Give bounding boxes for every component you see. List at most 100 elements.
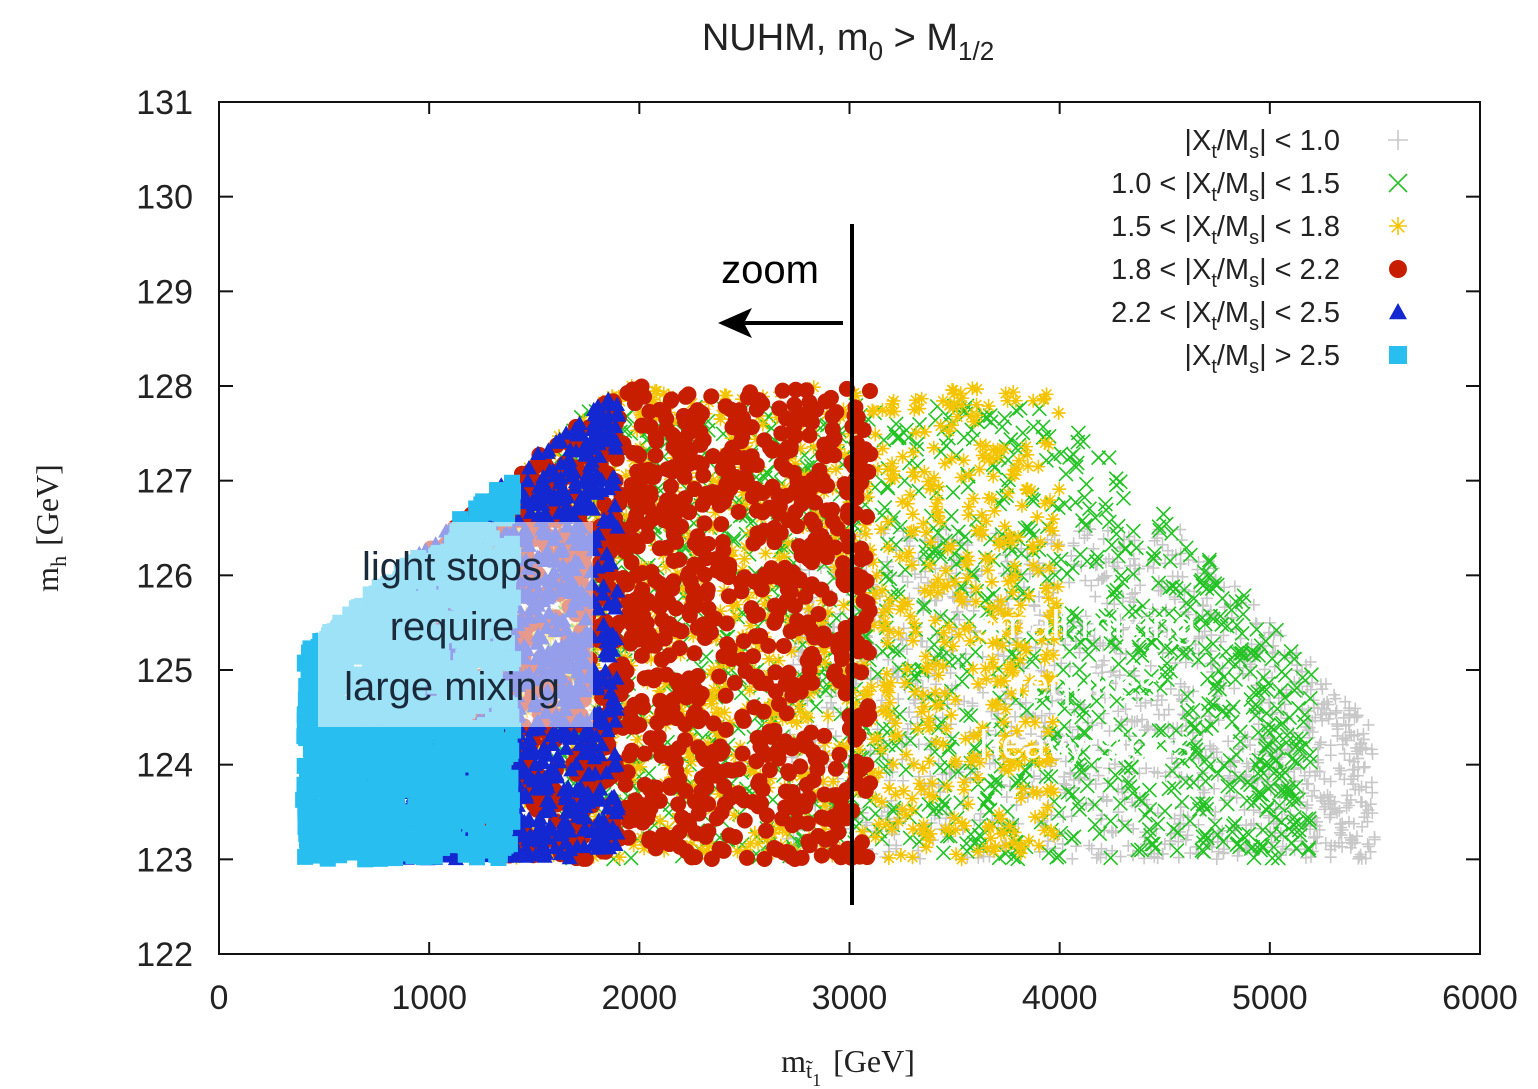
data-point [970,382,985,397]
data-point [1241,826,1257,842]
data-point [903,706,916,719]
data-point [1089,590,1102,603]
data-point [1103,813,1119,829]
data-point [1079,610,1092,623]
data-point [1236,667,1249,680]
data-point [974,807,987,820]
data-point [1302,777,1315,790]
data-point [1164,682,1177,695]
data-point [1298,737,1314,753]
data-point [1258,663,1271,676]
data-point [1020,447,1035,462]
data-point [1343,799,1356,812]
data-point [1133,767,1146,780]
data-point [882,571,898,587]
data-point [967,604,980,617]
data-point [917,583,932,598]
data-point [1160,603,1173,616]
data-point [1197,784,1210,797]
data-point [1079,574,1092,587]
data-point [1119,703,1132,716]
data-point [918,649,933,664]
data-point [1112,474,1128,490]
data-point [1092,667,1105,680]
data-point [1235,828,1251,844]
data-point [1026,558,1041,573]
data-point [677,731,694,748]
data-point [906,523,921,538]
data-point [745,648,762,665]
data-point [1214,590,1231,606]
data-point [1362,840,1375,853]
data-point [1050,539,1065,554]
data-point [1112,705,1125,718]
data-point [1085,842,1098,855]
data-point [1208,782,1221,795]
data-point [808,699,824,715]
data-point [1365,776,1378,789]
data-point [914,822,929,837]
data-point [852,551,869,568]
data-point [1248,748,1261,761]
data-point [1087,510,1103,526]
data-point [1092,848,1105,861]
data-point [1144,659,1157,672]
data-point [950,524,966,540]
data-point [930,492,945,507]
data-point [1225,699,1241,715]
data-point [882,695,897,710]
data-point [1063,576,1076,589]
data-point [1176,708,1189,721]
data-point [1314,736,1327,749]
data-point [1311,702,1324,715]
data-point [1336,824,1349,837]
data-point [1305,790,1318,803]
data-point [1035,664,1048,677]
data-point [1105,825,1118,838]
data-point [662,478,679,495]
data-point [1237,773,1250,786]
data-point [1097,533,1110,546]
data-point [976,650,989,663]
data-point [889,430,905,446]
data-point [1142,720,1155,733]
data-point [1223,772,1236,785]
data-point [1098,570,1111,583]
data-point [1125,715,1138,728]
data-point [880,480,896,496]
data-point [1172,835,1185,848]
data-point [966,700,979,713]
data-point [835,574,852,591]
data-point [784,817,801,834]
data-point [979,514,994,529]
data-point [1026,393,1041,408]
data-point [961,499,976,514]
data-point [980,790,996,806]
data-point [905,633,920,648]
data-point [908,568,921,581]
data-point [914,391,929,406]
data-point [1151,699,1164,712]
data-point [1090,660,1103,673]
data-point [1122,839,1135,852]
data-point [1052,689,1065,702]
data-point [827,760,844,777]
data-point [1078,476,1094,492]
data-point [1228,682,1241,695]
data-point [1091,686,1104,699]
data-point [932,759,948,776]
data-point [867,806,884,822]
data-point [1090,851,1103,864]
data-point [956,453,971,468]
data-point [1000,791,1013,804]
data-point [730,503,747,520]
chart-title: NUHM, m0 > M1/2 [702,17,994,66]
data-point [1323,811,1336,824]
data-point [997,410,1013,426]
data-point [1151,767,1164,780]
data-point [944,667,957,680]
data-point [1197,600,1210,613]
data-point [1324,775,1337,788]
data-point [1010,799,1023,812]
data-point [1100,569,1113,582]
